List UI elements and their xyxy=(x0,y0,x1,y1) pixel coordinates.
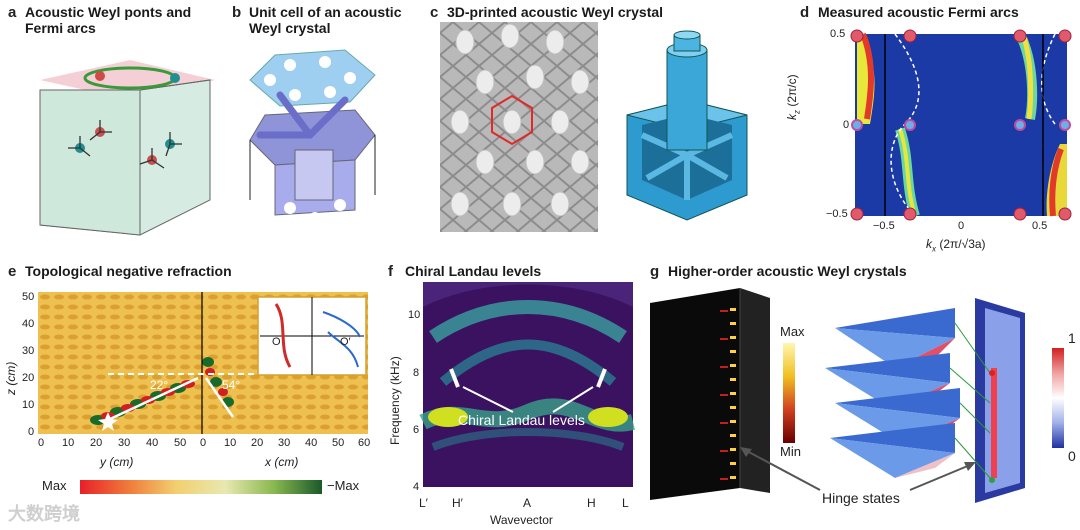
panel-f-xtick: L xyxy=(622,496,629,510)
panel-f-xtick: A xyxy=(523,496,532,510)
panel-f-letter: f xyxy=(388,263,393,280)
panel-e-angle1: 22° xyxy=(150,378,169,392)
panel-e-xtick-right: 50 xyxy=(332,437,345,449)
panel-e-refraction-map xyxy=(38,292,368,434)
panel-f-title: Chiral Landau levels xyxy=(405,263,542,279)
panel-d-fermi-arc-map xyxy=(850,29,1072,221)
panel-g-colorbar2 xyxy=(1052,348,1064,448)
panel-f-xtick: H′ xyxy=(452,496,463,510)
panel-e-xtick-left: 20 xyxy=(90,437,103,449)
panel-g-colorbar2-min: 0 xyxy=(1068,448,1076,464)
panel-a-weyl-cube xyxy=(39,60,215,236)
panel-f-annotation: Chiral Landau levels xyxy=(458,412,585,428)
panel-e-xtick-right: 60 xyxy=(358,437,371,449)
panel-f-xtick: H xyxy=(587,496,596,510)
panel-e-ytick: 40 xyxy=(22,318,35,330)
panel-g-colorbar1-max: Max xyxy=(780,324,805,339)
panel-d-title: Measured acoustic Fermi arcs xyxy=(818,4,1019,20)
panel-b-title-line2: Weyl crystal xyxy=(249,20,331,36)
panel-f-landau-spectrum xyxy=(419,282,635,487)
panel-g-hinge-block xyxy=(650,288,770,500)
panel-e-letter: e xyxy=(8,263,17,280)
panel-e-inset-o2: O′ xyxy=(340,336,351,348)
panel-d-ytick-mid: 0 xyxy=(843,119,850,131)
panel-c-crystal-model xyxy=(626,30,748,221)
panel-g-slices xyxy=(825,298,1025,503)
panel-e-ytick: 20 xyxy=(22,372,35,384)
panel-e-xtick-left: 50 xyxy=(174,437,187,449)
panel-e-xlabel-left: y (cm) xyxy=(100,455,134,469)
panel-e-xtick-right: 40 xyxy=(305,437,318,449)
panel-f-ytick: 4 xyxy=(413,481,420,493)
panel-f-ylabel: Frequency (kHz) xyxy=(388,356,402,445)
panel-e-title: Topological negative refraction xyxy=(25,263,232,279)
panel-e-xtick-right: 20 xyxy=(251,437,264,449)
panel-d-ytick-bottom: −0.5 xyxy=(826,208,848,220)
panel-d-letter: d xyxy=(800,4,810,21)
watermark: 大数跨境 xyxy=(8,504,80,524)
panel-f-xtick: L′ xyxy=(419,496,428,510)
panel-e-colorbar xyxy=(80,480,322,494)
panel-d-ytick-top: 0.5 xyxy=(830,28,846,40)
panel-g-title: Higher-order acoustic Weyl crystals xyxy=(668,263,907,279)
panel-e-xtick-left: 30 xyxy=(118,437,131,449)
panel-e-ytick: 30 xyxy=(22,345,35,357)
panel-a-letter: a xyxy=(8,4,17,21)
panel-d-ylabel: kz (2π/c) xyxy=(785,74,802,120)
panel-a-title-line1: Acoustic Weyl ponts and xyxy=(25,4,192,20)
panel-d-xtick-left: −0.5 xyxy=(873,220,895,232)
panel-e-colorbar-min: −Max xyxy=(327,478,360,493)
panel-a-title-line2: Fermi arcs xyxy=(25,20,96,36)
panel-c-printed-crystal-photo xyxy=(440,22,598,232)
panel-f-ytick: 10 xyxy=(408,309,421,321)
panel-g-annotation: Hinge states xyxy=(822,490,900,506)
panel-e-xtick-left: 40 xyxy=(146,437,159,449)
panel-c-letter: c xyxy=(430,4,439,21)
panel-e-xtick-right: 10 xyxy=(224,437,237,449)
panel-e-xtick-right: 0 xyxy=(200,437,207,449)
panel-d-xlabel: kx (2π/√3a) xyxy=(926,237,986,254)
panel-g-colorbar1 xyxy=(783,343,795,443)
panel-e-xlabel-right: x (cm) xyxy=(265,455,299,469)
panel-b-letter: b xyxy=(232,4,242,21)
panel-d-xtick-mid: 0 xyxy=(958,220,965,232)
panel-g-colorbar1-min: Min xyxy=(780,444,801,459)
panel-e-inset-o: O xyxy=(272,336,281,348)
panel-e-ytick: 10 xyxy=(22,399,35,411)
panel-f-xlabel: Wavevector xyxy=(490,513,553,527)
panel-b-title-line1: Unit cell of an acoustic xyxy=(249,4,402,20)
panel-g-colorbar2-max: 1 xyxy=(1068,330,1076,346)
panel-c-title: 3D-printed acoustic Weyl crystal xyxy=(447,4,664,20)
panel-d-xtick-right: 0.5 xyxy=(1032,220,1048,232)
panel-g-letter: g xyxy=(650,263,660,280)
panel-e-ytick: 50 xyxy=(22,291,35,303)
panel-f-ytick: 6 xyxy=(413,424,420,436)
panel-e-xtick-right: 30 xyxy=(278,437,291,449)
panel-e-angle2: 54° xyxy=(222,378,241,392)
panel-g-hinge-arrows xyxy=(740,447,976,491)
panel-e-xtick-left: 0 xyxy=(38,437,45,449)
panel-f-ytick: 8 xyxy=(413,367,420,379)
panel-e-colorbar-max: Max xyxy=(42,478,67,493)
panel-e-ytick: 0 xyxy=(28,426,35,438)
panel-e-ylabel: z (cm) xyxy=(4,361,18,395)
panel-b-unit-cell xyxy=(249,49,376,224)
panel-e-xtick-left: 10 xyxy=(62,437,75,449)
